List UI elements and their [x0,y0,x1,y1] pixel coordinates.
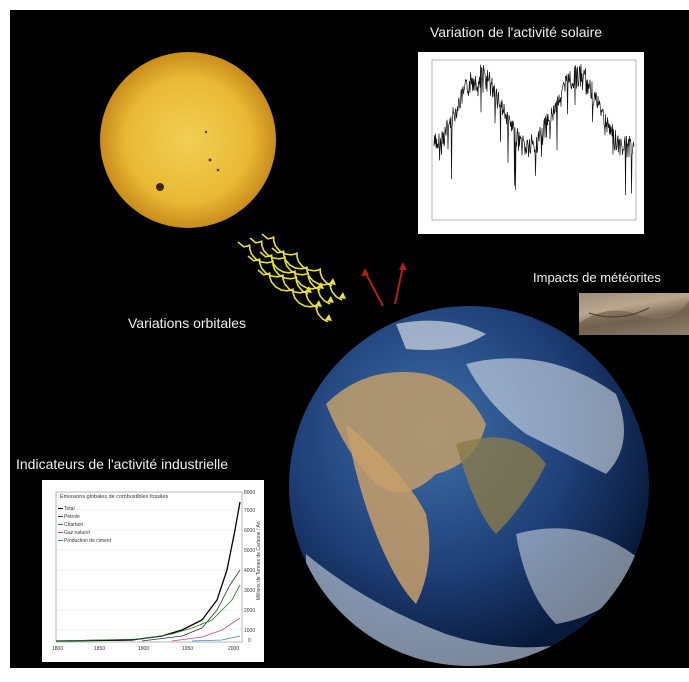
series-gaz-naturel [171,617,241,642]
emissions-plot [55,491,243,643]
wavy-arrow-head [339,292,346,299]
y-tick: 7000 [244,508,256,514]
y-tick: 1000 [244,628,256,634]
legend-item: Pétrole [64,514,80,520]
wavy-arrow [261,233,333,287]
wavy-arrow [259,251,331,305]
x-tick: 1950 [182,646,194,652]
cloud-area [396,320,486,350]
sunspot [204,130,208,134]
solar-activity-label: Variation de l'activité solaire [430,24,603,40]
wavy-arrow-head [327,296,334,303]
x-tick: 1900 [138,646,150,652]
wavy-arrow-head [325,314,332,321]
land-area [456,437,546,534]
sunspot [156,183,164,191]
orbital-arrows [237,233,346,322]
wavy-arrow [271,247,343,301]
y-tick: 2000 [244,608,256,614]
sunspot [216,168,220,172]
wavy-arrow [257,269,329,322]
y-tick: 3000 [244,588,256,594]
orbital-variations-label: Variations orbitales [128,315,247,331]
series-ciment [191,635,241,642]
series-charbon [55,584,241,642]
earth-image [289,306,649,666]
y-axis-label: Millions de Tonnes de Carbone / An [256,521,262,600]
y-tick: 5000 [244,548,256,554]
legend-swatch [58,540,63,541]
x-tick: 1800 [52,646,64,652]
black-background: Variation de l'activité solaire Variatio… [10,10,689,668]
y-tick: 0 [248,638,251,644]
chart-title: Émissions globales de combustibles fossi… [60,494,169,500]
legend-item: Charbon [64,522,84,528]
sun-image [100,52,276,228]
red-arrow-head [361,268,369,276]
meteorite-arrows [361,262,407,307]
legend-item: Total [64,506,75,512]
cloud-area [466,358,624,474]
legend-swatch [58,508,63,509]
y-tick: 8000 [244,490,256,496]
y-tick: 4000 [244,568,256,574]
series-petrole [141,569,241,642]
solar-activity-plot [431,59,637,221]
industrial-emissions-chart: Émissions globales de combustibles fossi… [42,480,264,662]
meteorite-impacts-label: Impacts de météorites [533,270,661,285]
red-arrow-head [399,262,407,270]
red-arrow [394,265,404,305]
land-area [346,424,430,604]
legend-swatch [58,524,63,525]
meteorite-photo [579,293,689,335]
legend-item: Gaz naturel [64,530,90,536]
red-arrow [364,271,384,307]
solar-activity-chart [418,52,644,234]
x-tick: 1850 [94,646,106,652]
solar-activity-line [433,64,635,196]
x-tick: 2000 [228,646,240,652]
y-tick: 6000 [244,528,256,534]
legend-swatch [58,516,63,517]
industrial-indicators-label: Indicateurs de l'activité industrielle [16,456,229,472]
legend-swatch [58,532,63,533]
wavy-arrow [247,255,319,309]
legend-item: Production de ciment [64,538,111,544]
sunspot [208,158,212,162]
